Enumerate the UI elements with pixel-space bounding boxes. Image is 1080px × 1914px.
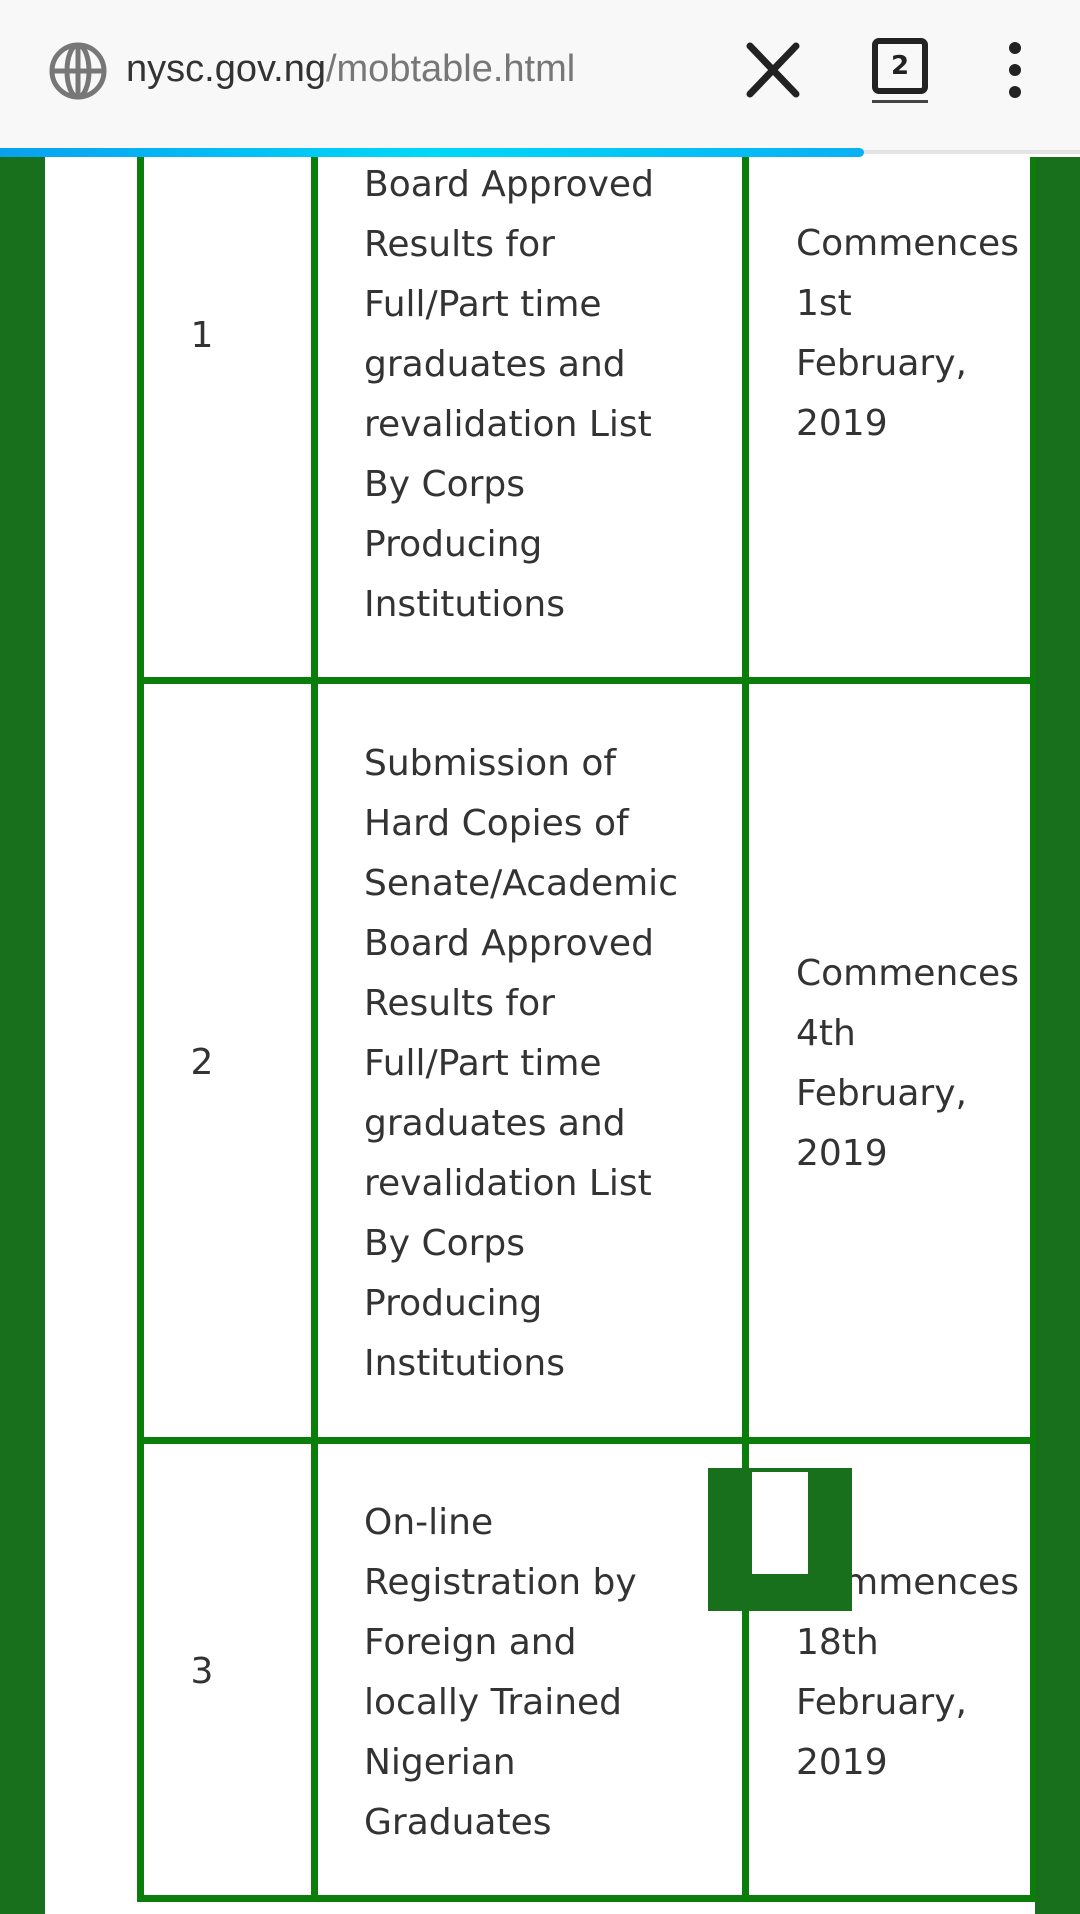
left-page-margin [0, 157, 45, 1914]
date-cell: Commences 4th February, 2019 [796, 953, 1019, 1174]
tab-switcher-button[interactable]: 2 [870, 38, 930, 104]
row-divider [137, 677, 1035, 684]
tab-count: 2 [872, 38, 928, 94]
globe-icon [49, 42, 107, 100]
close-icon[interactable] [744, 40, 802, 100]
activity-cell: On-line Registration by Foreign and loca… [364, 1502, 637, 1843]
overlay-inner [752, 1472, 808, 1574]
load-progress-bar [0, 148, 864, 157]
column-divider [742, 157, 749, 1902]
right-page-margin [1035, 157, 1080, 1914]
row-number: 2 [190, 1042, 214, 1083]
url-domain: nysc.gov.ng [126, 48, 326, 90]
row-number: 1 [190, 315, 214, 356]
column-divider [311, 157, 318, 1902]
url-path: /mobtable.html [325, 48, 576, 90]
address-bar[interactable]: nysc.gov.ng/mobtable.html [126, 48, 575, 91]
table-border-left [137, 157, 144, 1902]
date-cell: Commences 1st February, 2019 [796, 223, 1019, 444]
tab-underline [872, 100, 928, 103]
activity-cell: Submission of Hard Copies of Senate/Acad… [364, 743, 678, 1384]
row-divider [137, 1437, 1035, 1444]
table-border-bottom [137, 1895, 1035, 1902]
activity-cell: Board Approved Results for Full/Part tim… [364, 164, 654, 625]
row-number: 3 [190, 1651, 214, 1692]
more-menu-icon[interactable] [1000, 40, 1030, 100]
floating-overlay-widget[interactable] [708, 1468, 852, 1611]
table-border-right [1030, 157, 1036, 1902]
browser-toolbar: nysc.gov.ng/mobtable.html 2 [0, 0, 1080, 150]
